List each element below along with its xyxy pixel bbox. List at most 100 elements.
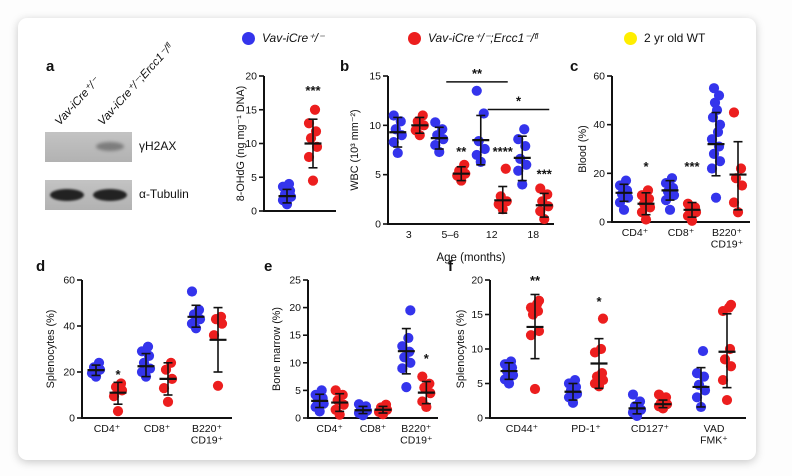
blue-data-point xyxy=(397,341,408,352)
x-axis-label: Age (months) xyxy=(436,252,505,264)
y-tick-label: 60 xyxy=(63,275,75,287)
blue-data-point xyxy=(513,165,524,176)
legend-label: 2 yr old WT xyxy=(644,31,706,45)
blue-data-point xyxy=(697,345,709,357)
x-tick-label: B220⁺ xyxy=(712,227,743,239)
blue-data-point xyxy=(430,139,441,151)
panel-a-8ohdg-chart: 0 5 10 15 20 8-OHdG (ng mg⁻¹ DNA) *** xyxy=(234,64,340,219)
blue-data-point xyxy=(388,137,399,148)
y-tick-label: 20 xyxy=(63,367,75,379)
blue-data-point xyxy=(708,83,720,94)
panel-letter-e: e xyxy=(264,258,273,275)
significance-stars: * xyxy=(115,367,121,382)
y-tick-label: 0 xyxy=(69,413,75,425)
blue-data-point xyxy=(316,385,327,396)
red-data-point xyxy=(212,380,224,391)
panel-letter-d: d xyxy=(36,258,46,275)
red-data-point xyxy=(597,313,609,324)
red-data-point xyxy=(417,371,428,382)
significance-stars: *** xyxy=(537,167,553,182)
x-tick-label: FMK⁺ xyxy=(700,435,728,447)
x-tick-label: 12 xyxy=(486,229,498,241)
blue-data-point xyxy=(142,341,154,352)
x-tick-label: CD19⁺ xyxy=(711,239,744,251)
chart-svg: 0 20 40 60 Splenocytes (%) CD4⁺ CD8⁺ B220⁺CD19⁺… xyxy=(45,275,232,447)
blue-data-point xyxy=(620,175,632,186)
legend-dot-blue-icon xyxy=(242,31,255,45)
blue-data-point xyxy=(401,381,412,393)
x-tick-label: CD4⁺ xyxy=(622,227,649,239)
significance-stars: ** xyxy=(530,273,541,288)
blue-data-point xyxy=(519,124,530,135)
red-data-point xyxy=(208,330,220,341)
y-tick-label: 20 xyxy=(245,71,257,83)
significance-stars: * xyxy=(643,159,649,174)
red-data-point xyxy=(303,151,315,163)
red-data-point xyxy=(728,107,740,118)
x-tick-label: PD-1⁺ xyxy=(571,423,601,435)
x-tick-label: CD4⁺ xyxy=(316,423,343,435)
y-tick-label: 15 xyxy=(471,309,483,321)
blue-data-point xyxy=(714,119,726,130)
significance-stars: **** xyxy=(493,144,514,159)
blot-lane-label-1: Vav-iCre⁺/⁻ xyxy=(53,75,102,128)
y-tick-label: 0 xyxy=(375,219,381,231)
significance-stars: * xyxy=(424,351,430,366)
blue-data-point xyxy=(136,366,148,378)
red-data-point xyxy=(721,394,733,406)
red-data-point xyxy=(330,404,341,415)
blue-data-point xyxy=(405,305,416,316)
y-tick-label: 15 xyxy=(289,330,301,342)
x-tick-label: B220⁺ xyxy=(192,423,223,435)
red-data-point xyxy=(535,206,546,217)
blot-strip-gh2ax xyxy=(45,132,132,162)
red-data-point xyxy=(725,361,737,372)
legend-item-vav-icre-ercc1: Vav-iCre⁺/⁻;Ercc1⁻/ᶠˡ xyxy=(408,30,538,46)
red-data-point xyxy=(533,325,545,337)
panel-f-splenocytes-chart: 0 5 10 15 20 Splenocytes (%) CD44⁺ PD-1⁺ CD127⁺ V… xyxy=(454,268,756,456)
chart-svg: 0 5 10 15 20 Splenocytes (%) CD44⁺ PD-1⁺ CD127⁺ V… xyxy=(455,273,746,447)
red-data-point xyxy=(309,104,321,115)
y-tick-label: 10 xyxy=(471,344,483,356)
red-data-point xyxy=(595,343,607,355)
red-data-point xyxy=(535,183,546,194)
blue-data-point xyxy=(403,332,414,344)
panel-e-bone-marrow-chart: 0 5 10 15 20 25 Bone marrow (%) CD4⁺ CD8⁺ B220⁺ CD… xyxy=(270,268,444,456)
red-data-point xyxy=(728,197,740,208)
blot-row-label-tubulin: α-Tubulin xyxy=(139,187,189,201)
chart-svg: 0 5 10 15 20 25 Bone marrow (%) CD4⁺ CD8⁺ B220⁺CD… xyxy=(271,275,438,447)
red-data-point xyxy=(725,299,737,310)
red-data-point xyxy=(682,198,694,209)
y-tick-label: 5 xyxy=(251,172,257,184)
blue-data-point xyxy=(397,363,408,374)
red-data-point xyxy=(717,374,729,386)
y-tick-label: 15 xyxy=(245,104,257,116)
red-data-point xyxy=(529,383,541,395)
y-tick-label: 10 xyxy=(245,138,257,150)
blue-data-point xyxy=(186,318,198,329)
significance-stars: * xyxy=(516,94,522,109)
legend-dot-red-icon xyxy=(408,31,421,45)
x-tick-label: CD8⁺ xyxy=(668,227,695,239)
y-tick-label: 5 xyxy=(375,169,381,181)
x-tick-label: B220⁺ xyxy=(401,423,432,435)
blue-data-point xyxy=(614,197,626,208)
x-tick-label: CD127⁺ xyxy=(631,423,670,435)
y-tick-label: 20 xyxy=(289,302,301,314)
x-tick-label: CD8⁺ xyxy=(360,423,387,435)
x-tick-label: 3 xyxy=(406,229,412,241)
y-axis-label: Blood (%) xyxy=(577,125,589,172)
blue-data-point xyxy=(283,178,295,190)
blue-data-point xyxy=(392,147,403,159)
gh2ax-band-lane2 xyxy=(96,142,124,151)
red-data-point xyxy=(642,185,654,196)
panel-b-wbc-chart: 0 5 10 15 WBC (10³ mm⁻²) Age (months) 3 5–6 12 18… xyxy=(348,64,562,264)
panel-d-splenocytes-chart: 0 20 40 60 Splenocytes (%) CD4⁺ CD8⁺ B220⁺ CD19⁺… xyxy=(44,268,238,456)
panel-letter-f: f xyxy=(448,258,453,275)
panel-letter-a: a xyxy=(46,58,55,75)
red-data-point xyxy=(303,118,315,129)
blue-data-point xyxy=(517,179,528,190)
legend-label: Vav-iCre⁺/⁻ xyxy=(262,31,325,45)
